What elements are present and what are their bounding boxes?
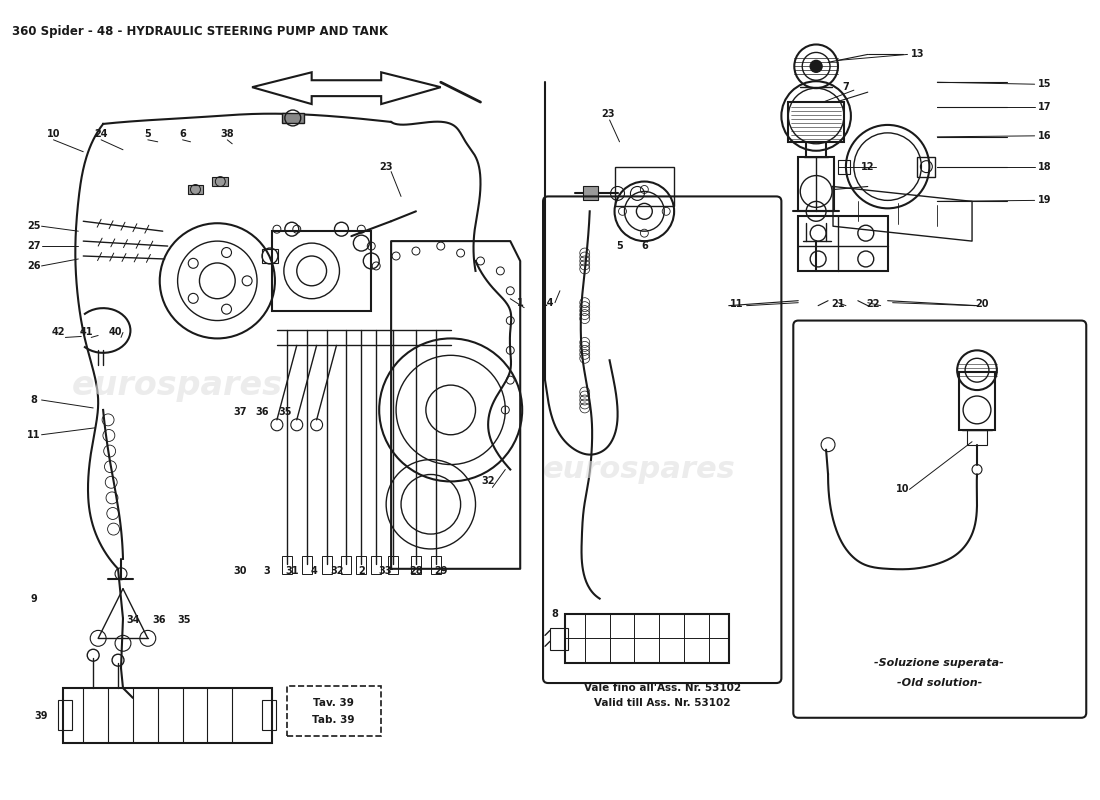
Text: 34: 34 [126, 615, 140, 626]
Text: 40: 40 [108, 327, 122, 338]
Polygon shape [252, 72, 441, 104]
Text: 12: 12 [861, 162, 875, 172]
Bar [550, 629, 568, 650]
Text: 14: 14 [541, 298, 554, 308]
Text: 5: 5 [616, 241, 623, 251]
Text: 11: 11 [26, 430, 41, 440]
Bar [799, 216, 888, 271]
Bar [272, 231, 372, 310]
Text: Tav. 39: Tav. 39 [314, 698, 354, 708]
Text: 36: 36 [255, 407, 268, 417]
Text: 33: 33 [378, 566, 392, 576]
Text: 17: 17 [1037, 102, 1052, 112]
Text: 27: 27 [26, 241, 41, 251]
Bar [372, 556, 382, 574]
Bar [58, 700, 73, 730]
Circle shape [811, 60, 822, 72]
Text: 35: 35 [178, 615, 191, 626]
Text: 6: 6 [641, 241, 648, 251]
Text: 36: 36 [152, 615, 165, 626]
Bar [959, 372, 994, 430]
Text: 23: 23 [601, 109, 614, 119]
Bar [565, 614, 728, 663]
Bar [262, 700, 276, 730]
Text: Tab. 39: Tab. 39 [312, 714, 355, 725]
Text: 11: 11 [730, 298, 744, 309]
Text: 24: 24 [95, 129, 108, 139]
Bar [789, 102, 844, 142]
Text: 7: 7 [843, 82, 849, 92]
Text: Vale fino all'Ass. Nr. 53102: Vale fino all'Ass. Nr. 53102 [584, 683, 740, 693]
Text: 360 Spider - 48 - HYDRAULIC STEERING PUMP AND TANK: 360 Spider - 48 - HYDRAULIC STEERING PUM… [12, 25, 388, 38]
Bar [411, 556, 421, 574]
Bar [187, 185, 204, 194]
Text: 30: 30 [233, 566, 246, 576]
Text: 31: 31 [285, 566, 298, 576]
Text: 37: 37 [233, 407, 246, 417]
Text: 32: 32 [482, 477, 495, 486]
Text: Valid till Ass. Nr. 53102: Valid till Ass. Nr. 53102 [594, 698, 730, 708]
Text: 16: 16 [1037, 131, 1052, 141]
Text: 39: 39 [35, 710, 48, 721]
Text: -Soluzione superata-: -Soluzione superata- [874, 658, 1004, 668]
Text: 15: 15 [1037, 79, 1052, 90]
Text: 13: 13 [911, 50, 924, 59]
Bar [341, 556, 351, 574]
Text: 41: 41 [79, 327, 94, 338]
Text: 2: 2 [358, 566, 365, 576]
Text: 5: 5 [144, 129, 151, 139]
Text: 22: 22 [866, 298, 880, 309]
Text: 23: 23 [379, 162, 393, 172]
Bar [282, 556, 292, 574]
Text: 42: 42 [52, 327, 65, 338]
Text: eurospares: eurospares [543, 455, 736, 484]
Text: 18: 18 [1037, 162, 1052, 172]
Text: 35: 35 [278, 407, 292, 417]
Text: 10: 10 [895, 484, 910, 494]
Text: 6: 6 [179, 129, 186, 139]
Text: 9: 9 [30, 594, 37, 604]
Bar [615, 166, 674, 206]
Text: 1: 1 [517, 298, 524, 308]
Text: eurospares: eurospares [73, 369, 283, 402]
Bar [799, 157, 834, 211]
Text: 26: 26 [26, 261, 41, 271]
Text: 21: 21 [832, 298, 845, 309]
Bar [64, 688, 272, 742]
Text: 38: 38 [220, 129, 234, 139]
Text: 8: 8 [551, 609, 559, 618]
Bar [967, 430, 987, 445]
Bar [388, 556, 398, 574]
Text: 28: 28 [409, 566, 422, 576]
Bar [282, 113, 304, 123]
Bar [838, 160, 850, 174]
Bar [583, 186, 597, 200]
Bar [301, 556, 311, 574]
Bar [356, 556, 366, 574]
Bar [287, 686, 382, 736]
Bar [321, 556, 331, 574]
Text: -Old solution-: -Old solution- [896, 678, 982, 688]
Text: 10: 10 [46, 129, 60, 139]
Text: 4: 4 [310, 566, 317, 576]
Text: 20: 20 [976, 298, 989, 309]
Text: 29: 29 [434, 566, 448, 576]
Text: 19: 19 [1037, 195, 1052, 206]
Text: 8: 8 [30, 395, 37, 405]
Text: 25: 25 [26, 222, 41, 231]
Bar [917, 157, 935, 177]
Text: 3: 3 [264, 566, 271, 576]
Bar [262, 249, 278, 263]
Bar [431, 556, 441, 574]
Bar [212, 177, 229, 186]
Text: 32: 32 [331, 566, 344, 576]
